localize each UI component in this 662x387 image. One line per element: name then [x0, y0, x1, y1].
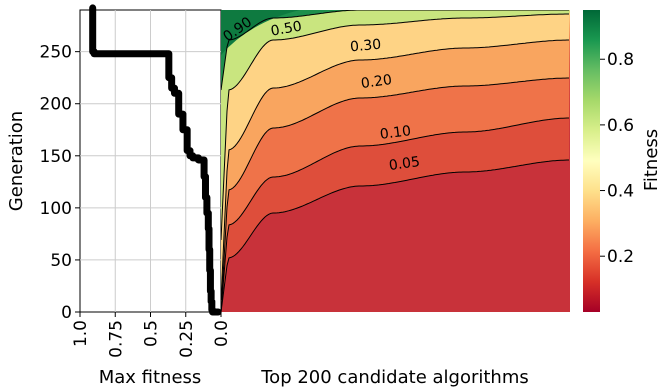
candidate-heatmap-panel: 0.90 0.500.300.200.100.05 Top 200 candida…	[220, 10, 570, 387]
contour-line	[221, 117, 569, 312]
colorbar-tick-label: 0.6	[607, 116, 634, 136]
contour-label: 0.30	[349, 37, 381, 56]
contour-label: 0.10	[379, 123, 412, 143]
colorbar-gradient	[583, 10, 600, 312]
generation-y-label: Generation	[6, 111, 27, 211]
heatmap-contours	[221, 10, 569, 312]
contour-line	[221, 39, 569, 301]
max-fitness-x-ticks: 1.0 0.75 0.5 0.25 0.0	[71, 312, 232, 358]
contour-label: 0.20	[360, 72, 393, 92]
y-tick-label: 200	[40, 95, 72, 115]
y-tick-label: 100	[40, 199, 72, 219]
colorbar-tick-label: 0.4	[607, 182, 634, 202]
contour-line	[221, 159, 569, 312]
generation-y-ticks: 0 50 100 150 200 250	[40, 43, 80, 323]
contour-line	[221, 77, 569, 312]
colorbar-tick-label: 0.8	[607, 50, 634, 70]
x-tick-label: 0.25	[177, 320, 197, 358]
max-fitness-x-label: Max fitness	[99, 367, 202, 387]
x-tick-label: 0.0	[212, 320, 232, 347]
colorbar-label: Fitness	[641, 129, 662, 191]
max-fitness-panel: 1.0 0.75 0.5 0.25 0.0 0 50 100 150 200 250 Max fi…	[6, 4, 232, 387]
x-tick-label: 0.75	[106, 320, 126, 358]
contour-label: 0.50	[270, 18, 303, 39]
y-tick-label: 150	[40, 147, 72, 167]
y-tick-label: 0	[61, 303, 72, 323]
max-fitness-line	[89, 4, 222, 316]
colorbar-ticks: 0.2 0.4 0.6 0.8	[600, 50, 634, 267]
y-tick-label: 50	[50, 251, 72, 271]
colorbar-tick-label: 0.2	[607, 247, 634, 267]
x-tick-label: 0.5	[142, 320, 162, 347]
heatmap-band	[221, 10, 570, 312]
contour-label: 0.05	[388, 154, 421, 174]
candidates-x-label: Top 200 candidate algorithms	[260, 367, 529, 387]
max-fitness-line-group	[89, 4, 222, 316]
fitness-colorbar: 0.2 0.4 0.6 0.8 Fitness	[583, 10, 662, 312]
contour-line	[221, 10, 569, 91]
y-tick-label: 250	[40, 43, 72, 63]
heatmap-band	[221, 10, 300, 55]
x-tick-label: 1.0	[71, 320, 91, 347]
contour-line	[221, 13, 569, 241]
heatmap-band	[221, 10, 570, 240]
